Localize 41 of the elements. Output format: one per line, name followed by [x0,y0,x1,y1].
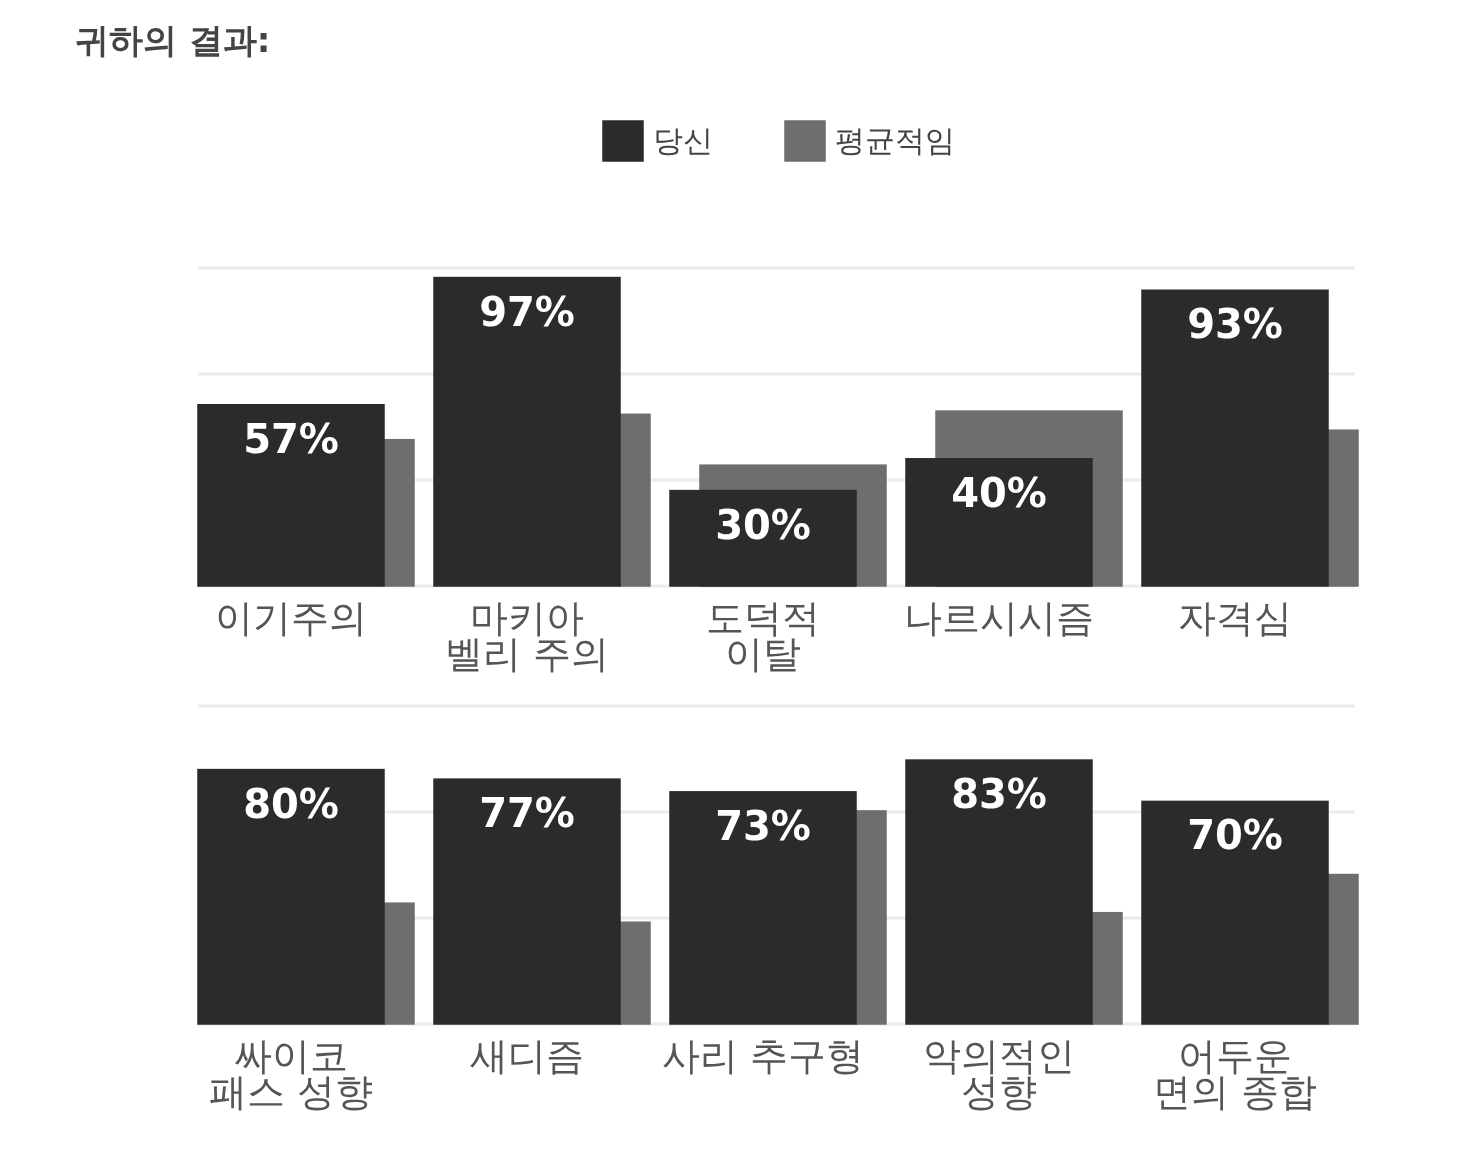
x-tick-label: 이기주의 [215,596,367,640]
data-label: 73% [715,802,811,849]
data-label: 30% [715,501,811,548]
data-label: 40% [951,469,1047,516]
x-tick-label: 사리 추구형 [661,1034,865,1078]
x-tick-label: 어두운 면의 종합 [1152,1034,1318,1114]
bar [1091,911,1123,1025]
data-label: 57% [243,415,339,462]
data-label: 77% [479,790,575,837]
x-tick-label: 마키아 벨리 주의 [444,596,610,676]
bar [905,458,1093,587]
bar [1141,289,1329,587]
x-tick-label: 새디즘 [470,1034,584,1078]
legend-label: 당신 [653,123,713,158]
data-label: 83% [951,771,1047,818]
x-tick-label: 도덕적 이탈 [706,596,820,676]
bar [669,791,857,1025]
bar [433,276,621,587]
chart-title: 귀하의 결과: [75,20,271,60]
bar [383,902,415,1025]
bar [197,403,385,587]
bar [383,438,415,587]
x-tick-label: 자격심 [1178,596,1292,640]
legend-label: 평균적임 [835,123,955,158]
bar [1327,873,1359,1025]
bar [1141,800,1329,1025]
bar [619,413,651,587]
data-label: 80% [243,780,339,827]
data-label: 70% [1187,812,1283,859]
data-label: 97% [479,288,575,335]
x-tick-label: 악의적인 성향 [923,1034,1075,1114]
bar [433,778,621,1025]
bar [855,810,887,1025]
bar [905,759,1093,1025]
bar [619,921,651,1025]
x-tick-label: 나르시시즘 [904,596,1094,640]
bar [669,489,857,587]
bar [1327,429,1359,587]
data-label: 93% [1187,301,1283,348]
bar [197,768,385,1025]
x-tick-label: 싸이코 패스 성향 [208,1034,374,1114]
